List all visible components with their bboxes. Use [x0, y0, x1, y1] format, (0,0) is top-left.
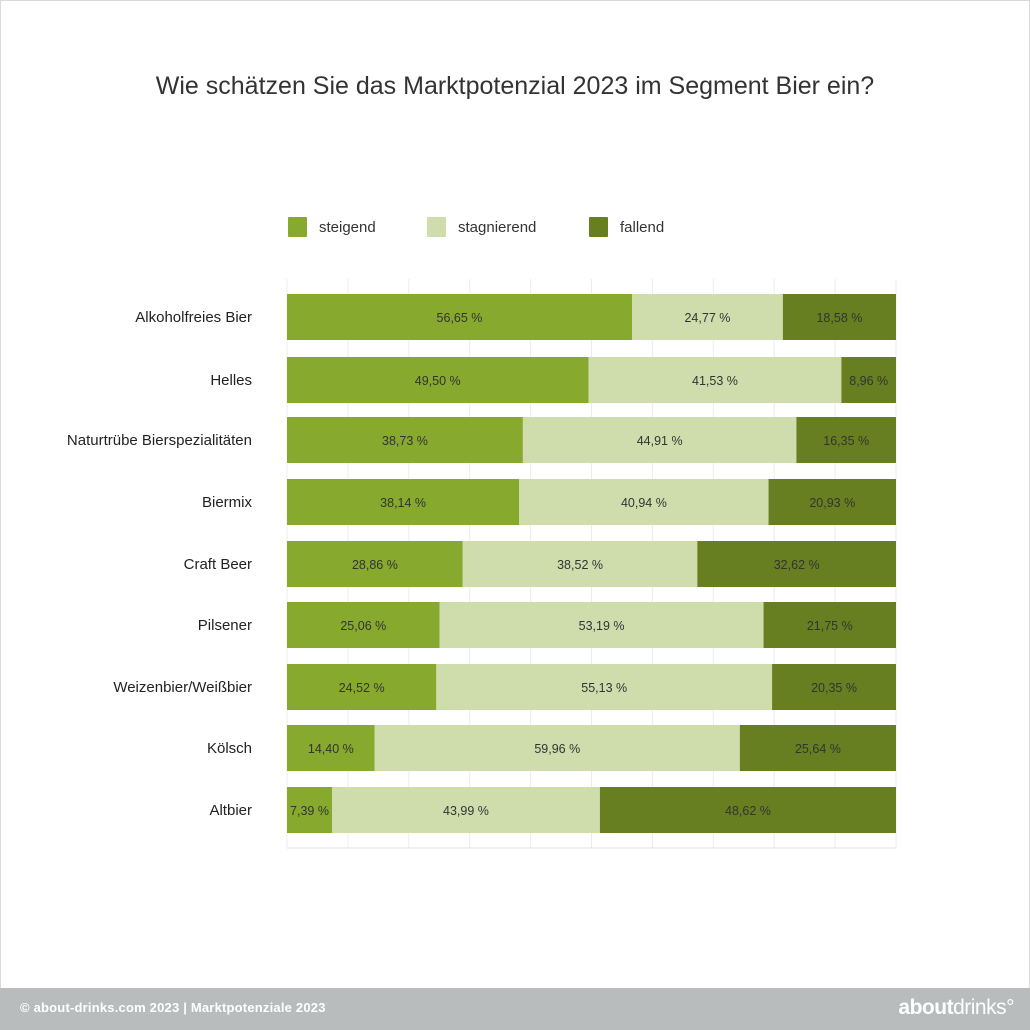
bar-fallend — [763, 602, 896, 648]
data-label-steigend: 38,14 % — [380, 496, 426, 510]
data-label-stagnierend: 44,91 % — [637, 434, 683, 448]
data-label-fallend: 16,35 % — [823, 434, 869, 448]
data-label-fallend: 48,62 % — [725, 804, 771, 818]
bar-steigend — [287, 602, 440, 648]
footer-copyright: © about-drinks.com 2023 | Marktpotenzial… — [20, 1000, 326, 1015]
bar-fallend — [841, 357, 896, 403]
bar-steigend — [287, 357, 589, 403]
brand-logo-mark: ° — [1006, 996, 1014, 1019]
bar-steigend — [287, 294, 632, 340]
bar-fallend — [697, 541, 896, 587]
category-label-weizenbier-wei-bier: Weizenbier/Weißbier — [113, 679, 252, 696]
data-label-stagnierend: 43,99 % — [443, 804, 489, 818]
chart-title: Wie schätzen Sie das Marktpotenzial 2023… — [155, 72, 875, 100]
data-label-steigend: 14,40 % — [308, 742, 354, 756]
bar-fallend — [796, 417, 896, 463]
legend-label-steigend: steigend — [319, 219, 376, 236]
bar-stagnierend — [439, 602, 764, 648]
bar-steigend — [287, 541, 463, 587]
legend-swatch-fallend — [589, 217, 608, 237]
data-label-fallend: 20,93 % — [809, 496, 855, 510]
data-label-stagnierend: 24,77 % — [684, 311, 730, 325]
legend-swatch-steigend — [288, 217, 307, 237]
bar-stagnierend — [332, 787, 600, 833]
bar-stagnierend — [436, 664, 773, 710]
data-label-steigend: 28,86 % — [352, 558, 398, 572]
bar-steigend — [287, 664, 437, 710]
category-label-k-lsch: Kölsch — [207, 740, 252, 757]
bar-stagnierend — [519, 479, 769, 525]
category-label-pilsener: Pilsener — [198, 617, 252, 634]
bar-stagnierend — [522, 417, 797, 463]
data-label-fallend: 25,64 % — [795, 742, 841, 756]
data-label-stagnierend: 40,94 % — [621, 496, 667, 510]
data-label-fallend: 32,62 % — [774, 558, 820, 572]
data-label-steigend: 49,50 % — [415, 374, 461, 388]
category-label-craft-beer: Craft Beer — [184, 556, 252, 573]
bar-stagnierend — [588, 357, 842, 403]
bar-fallend — [768, 479, 896, 525]
bar-fallend — [599, 787, 896, 833]
data-label-steigend: 7,39 % — [290, 804, 329, 818]
bar-steigend — [287, 787, 333, 833]
data-label-stagnierend: 41,53 % — [692, 374, 738, 388]
bar-stagnierend — [462, 541, 698, 587]
bar-stagnierend — [631, 294, 783, 340]
brand-logo-regular: drinks — [953, 996, 1007, 1019]
stacked-bar-chart: steigend stagnierend fallend Alkoholfreies … — [67, 217, 897, 849]
data-label-steigend: 38,73 % — [382, 434, 428, 448]
legend-label-stagnierend: stagnierend — [458, 219, 536, 236]
data-label-fallend: 21,75 % — [807, 619, 853, 633]
data-label-stagnierend: 59,96 % — [534, 742, 580, 756]
data-label-stagnierend: 38,52 % — [557, 558, 603, 572]
legend-swatch-stagnierend — [427, 217, 446, 237]
bar-stagnierend — [374, 725, 740, 771]
bar-fallend — [782, 294, 896, 340]
footer-bar: © about-drinks.com 2023 | Marktpotenzial… — [0, 988, 1030, 1030]
bar-steigend — [287, 417, 523, 463]
data-label-stagnierend: 53,19 % — [579, 619, 625, 633]
bar-steigend — [287, 479, 520, 525]
data-label-steigend: 56,65 % — [437, 311, 483, 325]
category-label-altbier: Altbier — [209, 802, 252, 819]
data-label-stagnierend: 55,13 % — [581, 681, 627, 695]
category-label-helles: Helles — [210, 372, 252, 389]
data-label-steigend: 25,06 % — [340, 619, 386, 633]
brand-logo-bold: about — [898, 996, 954, 1019]
category-label-alkoholfreies-bier: Alkoholfreies Bier — [135, 309, 252, 326]
data-label-fallend: 8,96 % — [849, 374, 888, 388]
bar-fallend — [772, 664, 896, 710]
category-label-biermix: Biermix — [202, 494, 253, 511]
data-label-steigend: 24,52 % — [339, 681, 385, 695]
brand-logo[interactable]: aboutdrinks° — [898, 996, 1014, 1020]
data-label-fallend: 18,58 % — [816, 311, 862, 325]
category-label-naturtr-be-bierspezialit-ten: Naturtrübe Bierspezialitäten — [67, 432, 252, 449]
bar-fallend — [739, 725, 896, 771]
data-label-fallend: 20,35 % — [811, 681, 857, 695]
bar-steigend — [287, 725, 375, 771]
legend-label-fallend: fallend — [620, 219, 664, 236]
